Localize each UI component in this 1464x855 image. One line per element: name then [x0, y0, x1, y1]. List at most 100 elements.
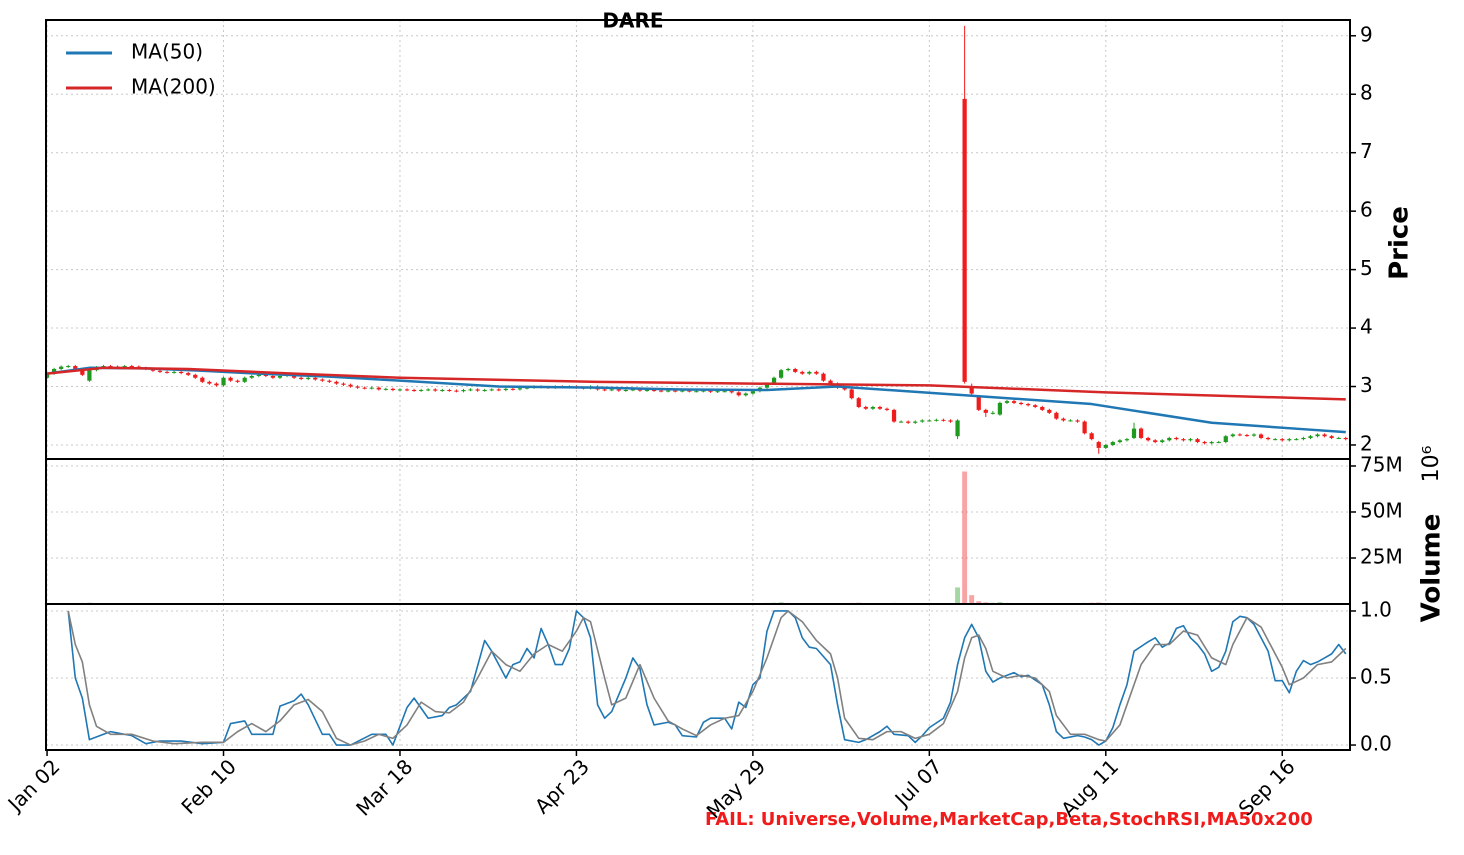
candle-body: [927, 420, 932, 422]
candle-body: [59, 366, 64, 369]
candle-body: [962, 98, 967, 382]
candle-body: [1251, 434, 1257, 436]
candle-body: [1266, 437, 1271, 440]
candle-body: [348, 384, 353, 387]
candle-body: [1054, 412, 1059, 419]
y-tick-label: 5: [1360, 256, 1373, 280]
candle-body: [948, 420, 953, 422]
candle-body: [256, 374, 261, 376]
candle-body: [1174, 437, 1179, 440]
candle-body: [306, 377, 311, 379]
candle-body: [1209, 442, 1214, 444]
candle-body: [1146, 437, 1151, 441]
candle-body: [1294, 439, 1299, 441]
candle-body: [263, 374, 268, 376]
candle-body: [1061, 418, 1066, 421]
candle-body: [1047, 409, 1052, 413]
candle-body: [793, 368, 798, 372]
candle-body: [51, 368, 57, 374]
candle-body: [1195, 439, 1200, 443]
y-tick-label: 50M: [1360, 498, 1403, 522]
candle-body: [334, 381, 339, 384]
candle-body: [659, 390, 664, 392]
candle-body: [1301, 437, 1306, 440]
candle-body: [842, 387, 847, 390]
candle-body: [1244, 435, 1250, 437]
candle-body: [376, 387, 381, 390]
y-tick-label: 25M: [1360, 544, 1403, 568]
candle-body: [73, 366, 78, 369]
candle-body: [383, 388, 388, 390]
candle-body: [1223, 436, 1228, 443]
candle-body: [1011, 401, 1017, 403]
candle-body: [80, 368, 85, 375]
candle-body: [489, 389, 494, 391]
axes-layer: 2 3 4 5 6 7 8 9 MA(50) MA(200) 25M 50M 75M 0.0 0.5 1.0 J…: [2, 19, 1403, 823]
candle-body: [1287, 439, 1292, 441]
candle-body: [228, 377, 233, 381]
candle-body: [214, 383, 219, 386]
candle-body: [157, 370, 163, 372]
y-tick-label: 9: [1360, 22, 1373, 46]
candle-body: [277, 375, 283, 378]
candle-body: [1322, 434, 1327, 437]
candle-body: [722, 391, 727, 393]
y-tick-label: 0.5: [1360, 665, 1392, 689]
panel-frame: [45, 458, 1351, 605]
legend-label: MA(50): [131, 40, 203, 64]
candle-body: [200, 377, 205, 382]
legend-label: MA(200): [131, 75, 216, 99]
candle-body: [863, 406, 868, 409]
grid-layer: [46, 20, 1350, 750]
candle-body: [828, 380, 833, 384]
candle-body: [1033, 405, 1038, 407]
candle-body: [997, 402, 1003, 415]
candle-body: [1315, 434, 1320, 437]
candle-body: [990, 412, 995, 414]
candle-body: [666, 390, 671, 392]
y-tick-label: 8: [1360, 81, 1373, 105]
candle-body: [1131, 428, 1137, 438]
candle-body: [1138, 428, 1144, 438]
candle-body: [1026, 404, 1031, 406]
candle-body: [884, 408, 890, 410]
candle-body: [786, 368, 791, 371]
candle-body: [341, 383, 346, 385]
y-axis-label: Volume: [1417, 514, 1447, 623]
candle-body: [447, 390, 452, 392]
candle-body: [701, 390, 706, 392]
candle-body: [673, 390, 678, 392]
candle-body: [1018, 402, 1024, 405]
candle-body: [207, 381, 212, 384]
candle-body: [235, 380, 240, 382]
candle-body: [1153, 440, 1158, 443]
candle-body: [680, 390, 685, 392]
y-tick-label: 6: [1360, 198, 1373, 222]
candle-body: [1167, 437, 1172, 441]
candle-body: [920, 420, 925, 422]
candle-body: [609, 389, 614, 391]
x-tick-label: Apr 23: [530, 754, 594, 818]
candle-body: [1096, 442, 1101, 448]
candle-body: [1258, 434, 1264, 438]
candle-body: [630, 389, 636, 391]
candle-body: [1075, 420, 1080, 422]
candle-body: [320, 379, 325, 381]
candle-body: [856, 398, 861, 407]
candle-body: [1237, 434, 1243, 436]
x-tick-label: Jan 02: [2, 754, 65, 817]
candle-body: [913, 421, 918, 423]
y-axis-label: Price: [1385, 206, 1415, 280]
marks-layer: [44, 25, 1349, 746]
candle-body: [771, 377, 777, 384]
candle-body: [969, 386, 974, 394]
candle-body: [934, 419, 939, 421]
candle-body: [503, 388, 508, 391]
y-tick-label: 7: [1360, 139, 1373, 163]
candle-body: [1082, 421, 1087, 434]
candle-body: [708, 390, 713, 392]
candle-body: [983, 409, 988, 413]
candle-body: [1280, 439, 1285, 441]
volume-bar: [962, 471, 968, 604]
